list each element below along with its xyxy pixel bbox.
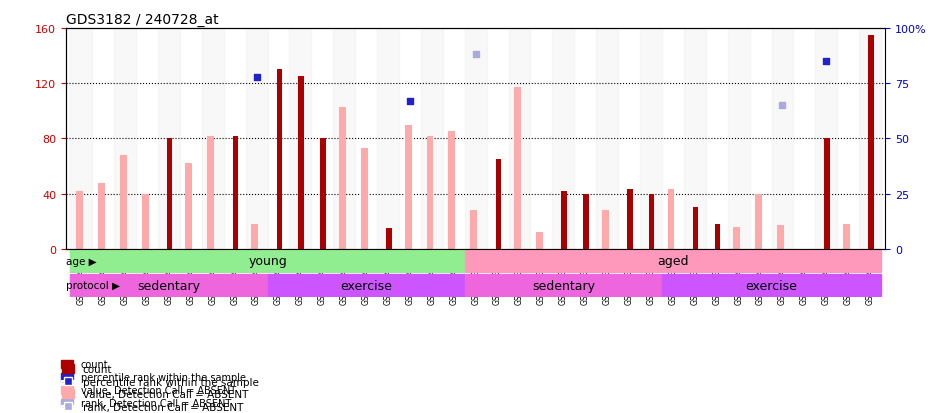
FancyBboxPatch shape — [464, 250, 881, 272]
Point — [819, 59, 834, 65]
Bar — [649, 194, 655, 249]
Text: exercise: exercise — [340, 279, 392, 292]
Point — [249, 74, 264, 81]
Bar — [816, 29, 837, 249]
Bar — [684, 29, 706, 249]
FancyBboxPatch shape — [71, 250, 464, 272]
Bar — [859, 29, 881, 249]
Bar — [141, 194, 149, 249]
Legend: count, percentile rank within the sample, value, Detection Call = ABSENT, rank, : count, percentile rank within the sample… — [61, 360, 246, 408]
Bar — [277, 70, 282, 249]
Bar — [158, 29, 180, 249]
Bar — [289, 29, 312, 249]
Bar — [627, 190, 632, 249]
Bar — [728, 29, 750, 249]
Bar — [470, 211, 478, 249]
Point — [775, 103, 790, 109]
Bar — [377, 29, 399, 249]
Bar — [693, 208, 698, 249]
Bar — [495, 160, 501, 249]
Bar — [320, 139, 326, 249]
Bar — [233, 136, 238, 249]
Bar — [339, 107, 346, 249]
Bar — [114, 29, 136, 249]
Bar — [561, 191, 567, 249]
Bar — [552, 29, 575, 249]
Bar — [602, 211, 609, 249]
Bar — [777, 226, 784, 249]
Text: aged: aged — [658, 255, 689, 268]
Bar — [824, 139, 830, 249]
Bar — [514, 88, 521, 249]
Bar — [333, 29, 355, 249]
Bar — [361, 149, 367, 249]
Bar — [252, 224, 258, 249]
FancyBboxPatch shape — [662, 275, 881, 296]
Bar — [186, 164, 192, 249]
Bar — [405, 125, 412, 249]
Bar — [427, 136, 433, 249]
Bar — [668, 190, 674, 249]
Bar — [98, 183, 105, 249]
Bar — [536, 233, 543, 249]
Bar — [509, 29, 530, 249]
Bar — [71, 29, 92, 249]
Bar — [640, 29, 662, 249]
Bar — [596, 29, 618, 249]
Bar — [843, 224, 850, 249]
Text: age ▶: age ▶ — [66, 256, 97, 266]
FancyBboxPatch shape — [71, 275, 268, 296]
Text: GDS3182 / 240728_at: GDS3182 / 240728_at — [66, 12, 219, 26]
Text: young: young — [248, 255, 287, 268]
Bar — [733, 227, 740, 249]
Bar — [464, 29, 487, 249]
Text: protocol ▶: protocol ▶ — [66, 280, 120, 290]
Bar — [421, 29, 443, 249]
Bar — [120, 156, 126, 249]
Bar — [715, 224, 721, 249]
Point — [402, 98, 417, 105]
Bar — [167, 139, 172, 249]
Text: sedentary: sedentary — [532, 279, 594, 292]
Bar — [448, 132, 455, 249]
Bar — [583, 194, 589, 249]
Bar — [755, 194, 762, 249]
FancyBboxPatch shape — [268, 275, 464, 296]
Bar — [869, 36, 873, 249]
Point — [468, 52, 483, 59]
Text: exercise: exercise — [746, 279, 798, 292]
Bar — [76, 191, 83, 249]
Bar — [386, 228, 392, 249]
Legend: count, percentile rank within the sample, value, Detection Call = ABSENT, rank, : count, percentile rank within the sample… — [62, 364, 258, 412]
FancyBboxPatch shape — [464, 275, 662, 296]
Bar — [246, 29, 268, 249]
Bar — [299, 77, 304, 249]
Bar — [202, 29, 223, 249]
Bar — [207, 136, 214, 249]
Text: sedentary: sedentary — [138, 279, 201, 292]
Bar — [771, 29, 793, 249]
